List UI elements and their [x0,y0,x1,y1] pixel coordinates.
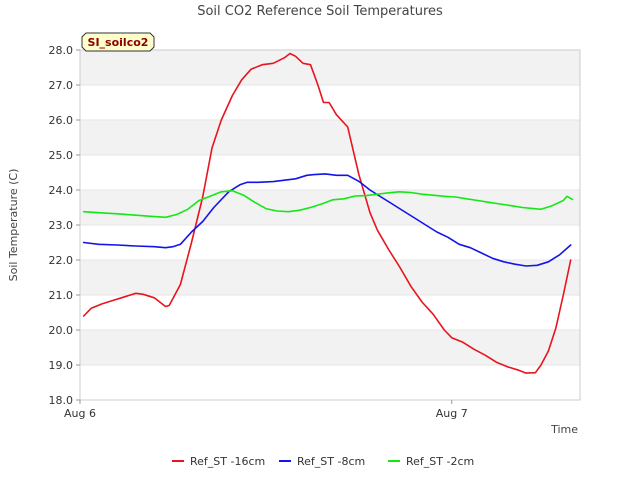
y-tick-label: 27.0 [49,79,74,92]
grid-band [80,260,580,295]
x-tick-label: Aug 6 [64,407,96,420]
annotation-label: SI_soilco2 [88,36,149,49]
series-line-ref-st-8cm [82,173,572,267]
grid-bands [80,50,580,401]
y-tick-label: 24.0 [49,184,74,197]
grid-band [80,190,580,225]
x-axis-label: Time [550,423,578,436]
y-tick-label: 23.0 [49,219,74,232]
legend-label: Ref_ST -16cm [190,455,265,468]
y-axis: 18.0 19.0 20.0 21.0 22.0 23.0 24.0 25.0 26.0 27.0… [49,44,80,407]
annotation-box: SI_soilco2 [81,32,155,52]
grid-band [80,155,580,190]
grid-band [80,295,580,330]
x-tick-label: Aug 7 [436,407,468,420]
y-axis-label: Soil Temperature (C) [7,169,20,282]
grid-band [80,50,580,85]
legend-label: Ref_ST -8cm [297,455,365,468]
y-tick-label: 22.0 [49,254,74,267]
grid-band [80,120,580,155]
series-lines [82,52,574,374]
grid-band [80,225,580,260]
y-tick-label: 20.0 [49,324,74,337]
y-tick-label: 28.0 [49,44,74,57]
series-line-ref-st-2cm [82,189,574,219]
y-tick-label: 21.0 [49,289,74,302]
grid-band [80,365,580,400]
legend: Ref_ST -16cm Ref_ST -8cm Ref_ST -2cm [172,455,474,468]
y-tick-label: 25.0 [49,149,74,162]
y-tick-label: 19.0 [49,359,74,372]
y-tick-label: 18.0 [49,394,74,407]
legend-label: Ref_ST -2cm [406,455,474,468]
x-axis: Aug 6 Aug 7 [64,400,468,420]
chart-title: Soil CO2 Reference Soil Temperatures [197,4,443,19]
series-line-ref-st-16cm [82,52,572,374]
y-tick-label: 26.0 [49,114,74,127]
grid-band [80,330,580,365]
